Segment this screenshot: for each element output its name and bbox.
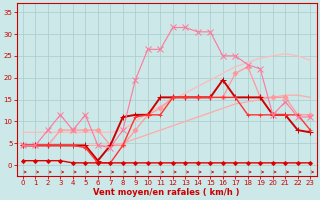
X-axis label: Vent moyen/en rafales ( km/h ): Vent moyen/en rafales ( km/h ) [93,188,240,197]
